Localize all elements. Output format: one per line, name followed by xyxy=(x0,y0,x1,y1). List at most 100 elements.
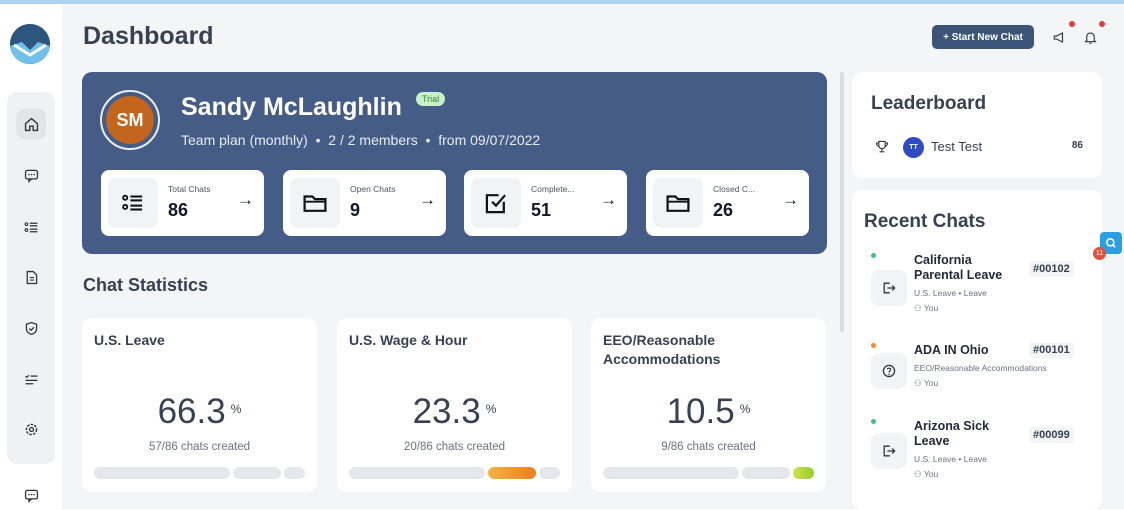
recent-chat-id: #00102 xyxy=(1029,261,1074,277)
stat-completed-chats[interactable]: Complete... 51 → xyxy=(464,170,627,236)
progress-segment xyxy=(539,467,560,479)
percent-value: 23.3 xyxy=(412,392,481,431)
start-new-chat-button[interactable]: + Start New Chat xyxy=(932,25,1034,49)
leaderboard-title: Leaderboard xyxy=(871,93,987,114)
stat-label: Closed C... xyxy=(713,184,756,194)
recent-chat-name: Arizona Sick Leave xyxy=(914,419,990,448)
status-dot xyxy=(871,253,876,258)
progress-segment xyxy=(233,467,281,479)
sidebar-item-documents[interactable] xyxy=(16,262,46,292)
stat-card-us-leave[interactable]: U.S. Leave 66.3% 57/86 chats created xyxy=(82,318,317,492)
separator-dot: • xyxy=(311,132,325,148)
sidebar-item-settings[interactable] xyxy=(16,414,46,444)
stat-card-eeo[interactable]: EEO/Reasonable Accommodations 10.5% 9/86… xyxy=(591,318,826,492)
percent-unit: % xyxy=(485,402,497,416)
separator-dot: • xyxy=(421,132,435,148)
recent-chat-category: U.S. Leave • Leave xyxy=(914,454,987,464)
profile-card: SM Sandy McLaughlin Trial Team plan (mon… xyxy=(82,72,827,254)
progress-segment xyxy=(742,467,790,479)
notification-dot xyxy=(1099,21,1105,27)
recent-chat-id: #00101 xyxy=(1029,342,1074,358)
recent-chat-name: California Parental Leave xyxy=(914,253,1003,282)
announcements-button[interactable] xyxy=(1049,21,1075,47)
widget-badge: 11 xyxy=(1093,247,1106,260)
stat-value: 26 xyxy=(713,200,734,220)
stat-card-percent: 10.5% xyxy=(591,392,826,432)
recent-chat-category: EEO/Reasonable Accommodations xyxy=(914,363,1047,373)
stat-card-title: U.S. Leave xyxy=(94,332,165,348)
stat-card-title: U.S. Wage & Hour xyxy=(349,332,468,348)
exit-icon xyxy=(871,433,907,469)
chat-icon xyxy=(24,489,38,503)
sidebar-nav xyxy=(7,92,55,464)
percent-unit: % xyxy=(739,402,751,416)
sidebar xyxy=(0,4,62,509)
question-icon xyxy=(871,353,907,389)
arrow-right-icon: → xyxy=(419,190,436,209)
arrow-right-icon: → xyxy=(782,190,799,209)
page-title: Dashboard xyxy=(83,22,214,50)
users-icon: ⚇ xyxy=(914,378,924,388)
recent-chat-user-name: You xyxy=(923,303,939,313)
leaderboard-name: Test Test xyxy=(931,139,983,154)
leaderboard-row[interactable]: TT Test Test 86 xyxy=(872,135,1087,159)
app-logo[interactable] xyxy=(10,24,50,64)
progress-segment xyxy=(94,467,230,479)
status-dot xyxy=(871,419,876,424)
sidebar-item-security[interactable] xyxy=(16,313,46,343)
stat-open-chats[interactable]: Open Chats 9 → xyxy=(283,170,446,236)
home-icon xyxy=(24,117,38,131)
checkbox-icon xyxy=(471,178,521,228)
recent-chat-id: #00099 xyxy=(1029,427,1074,443)
recent-chat-item[interactable]: ADA IN Ohio #00101 EEO/Reasonable Accomm… xyxy=(852,342,1102,421)
recent-chat-item[interactable]: California Parental Leave #00102 U.S. Le… xyxy=(852,253,1102,331)
recent-chat-item[interactable]: Arizona Sick Leave #00099 U.S. Leave • L… xyxy=(852,419,1102,497)
arrow-right-icon: → xyxy=(237,190,254,209)
stat-label: Total Chats xyxy=(168,184,211,194)
top-strip xyxy=(0,0,1124,4)
plan-name: Team plan (monthly) xyxy=(181,132,308,148)
search-widget-button[interactable] xyxy=(1100,232,1122,254)
recent-chats-card: Recent Chats California Parental Leave #… xyxy=(852,190,1102,509)
status-dot xyxy=(871,343,876,348)
folder-icon xyxy=(290,178,340,228)
sidebar-item-support-chat[interactable] xyxy=(16,480,46,510)
sidebar-item-home[interactable] xyxy=(16,109,46,139)
users-icon: ⚇ xyxy=(914,469,924,479)
leaderboard-score: 86 xyxy=(1071,140,1083,151)
notifications-button[interactable] xyxy=(1080,21,1105,47)
stat-card-subtitle: 57/86 chats created xyxy=(148,441,250,453)
stat-value: 9 xyxy=(350,200,361,220)
recent-chats-title: Recent Chats xyxy=(864,211,986,232)
trophy-icon xyxy=(875,140,889,153)
recent-chat-user-name: You xyxy=(923,378,939,388)
stat-card-us-wage-hour[interactable]: U.S. Wage & Hour 23.3% 20/86 chats creat… xyxy=(337,318,572,492)
sidebar-item-list[interactable] xyxy=(16,212,46,242)
panel-scrollbar[interactable] xyxy=(840,72,844,332)
search-icon xyxy=(1106,238,1116,248)
progress-segment-active xyxy=(488,467,536,479)
chat-icon xyxy=(24,169,38,183)
exit-icon xyxy=(871,270,907,306)
recent-chat-user: ⚇ You xyxy=(914,303,938,314)
avatar-ring: SM xyxy=(100,90,160,150)
progress-segment xyxy=(349,467,485,479)
chat-statistics-title: Chat Statistics xyxy=(83,275,209,295)
leaderboard-card: Leaderboard TT Test Test 86 xyxy=(852,72,1102,178)
stat-value: 51 xyxy=(531,200,552,220)
avatar: TT xyxy=(903,137,924,158)
percent-value: 66.3 xyxy=(157,392,226,431)
recent-chat-user-name: You xyxy=(923,469,939,479)
bell-icon xyxy=(1083,31,1097,44)
sidebar-item-tasks[interactable] xyxy=(16,364,46,394)
stat-total-chats[interactable]: Total Chats 86 → xyxy=(101,170,264,236)
stat-card-title: EEO/Reasonable Accommodations xyxy=(603,332,721,367)
sidebar-item-chats[interactable] xyxy=(16,160,46,190)
stat-label: Complete... xyxy=(531,184,575,194)
gear-icon xyxy=(25,423,37,435)
members-count: 2 / 2 members xyxy=(328,132,418,148)
member-since: from 09/07/2022 xyxy=(438,132,541,148)
percent-value: 10.5 xyxy=(666,392,735,431)
shield-icon xyxy=(25,321,37,335)
stat-closed-chats[interactable]: Closed C... 26 → xyxy=(646,170,809,236)
